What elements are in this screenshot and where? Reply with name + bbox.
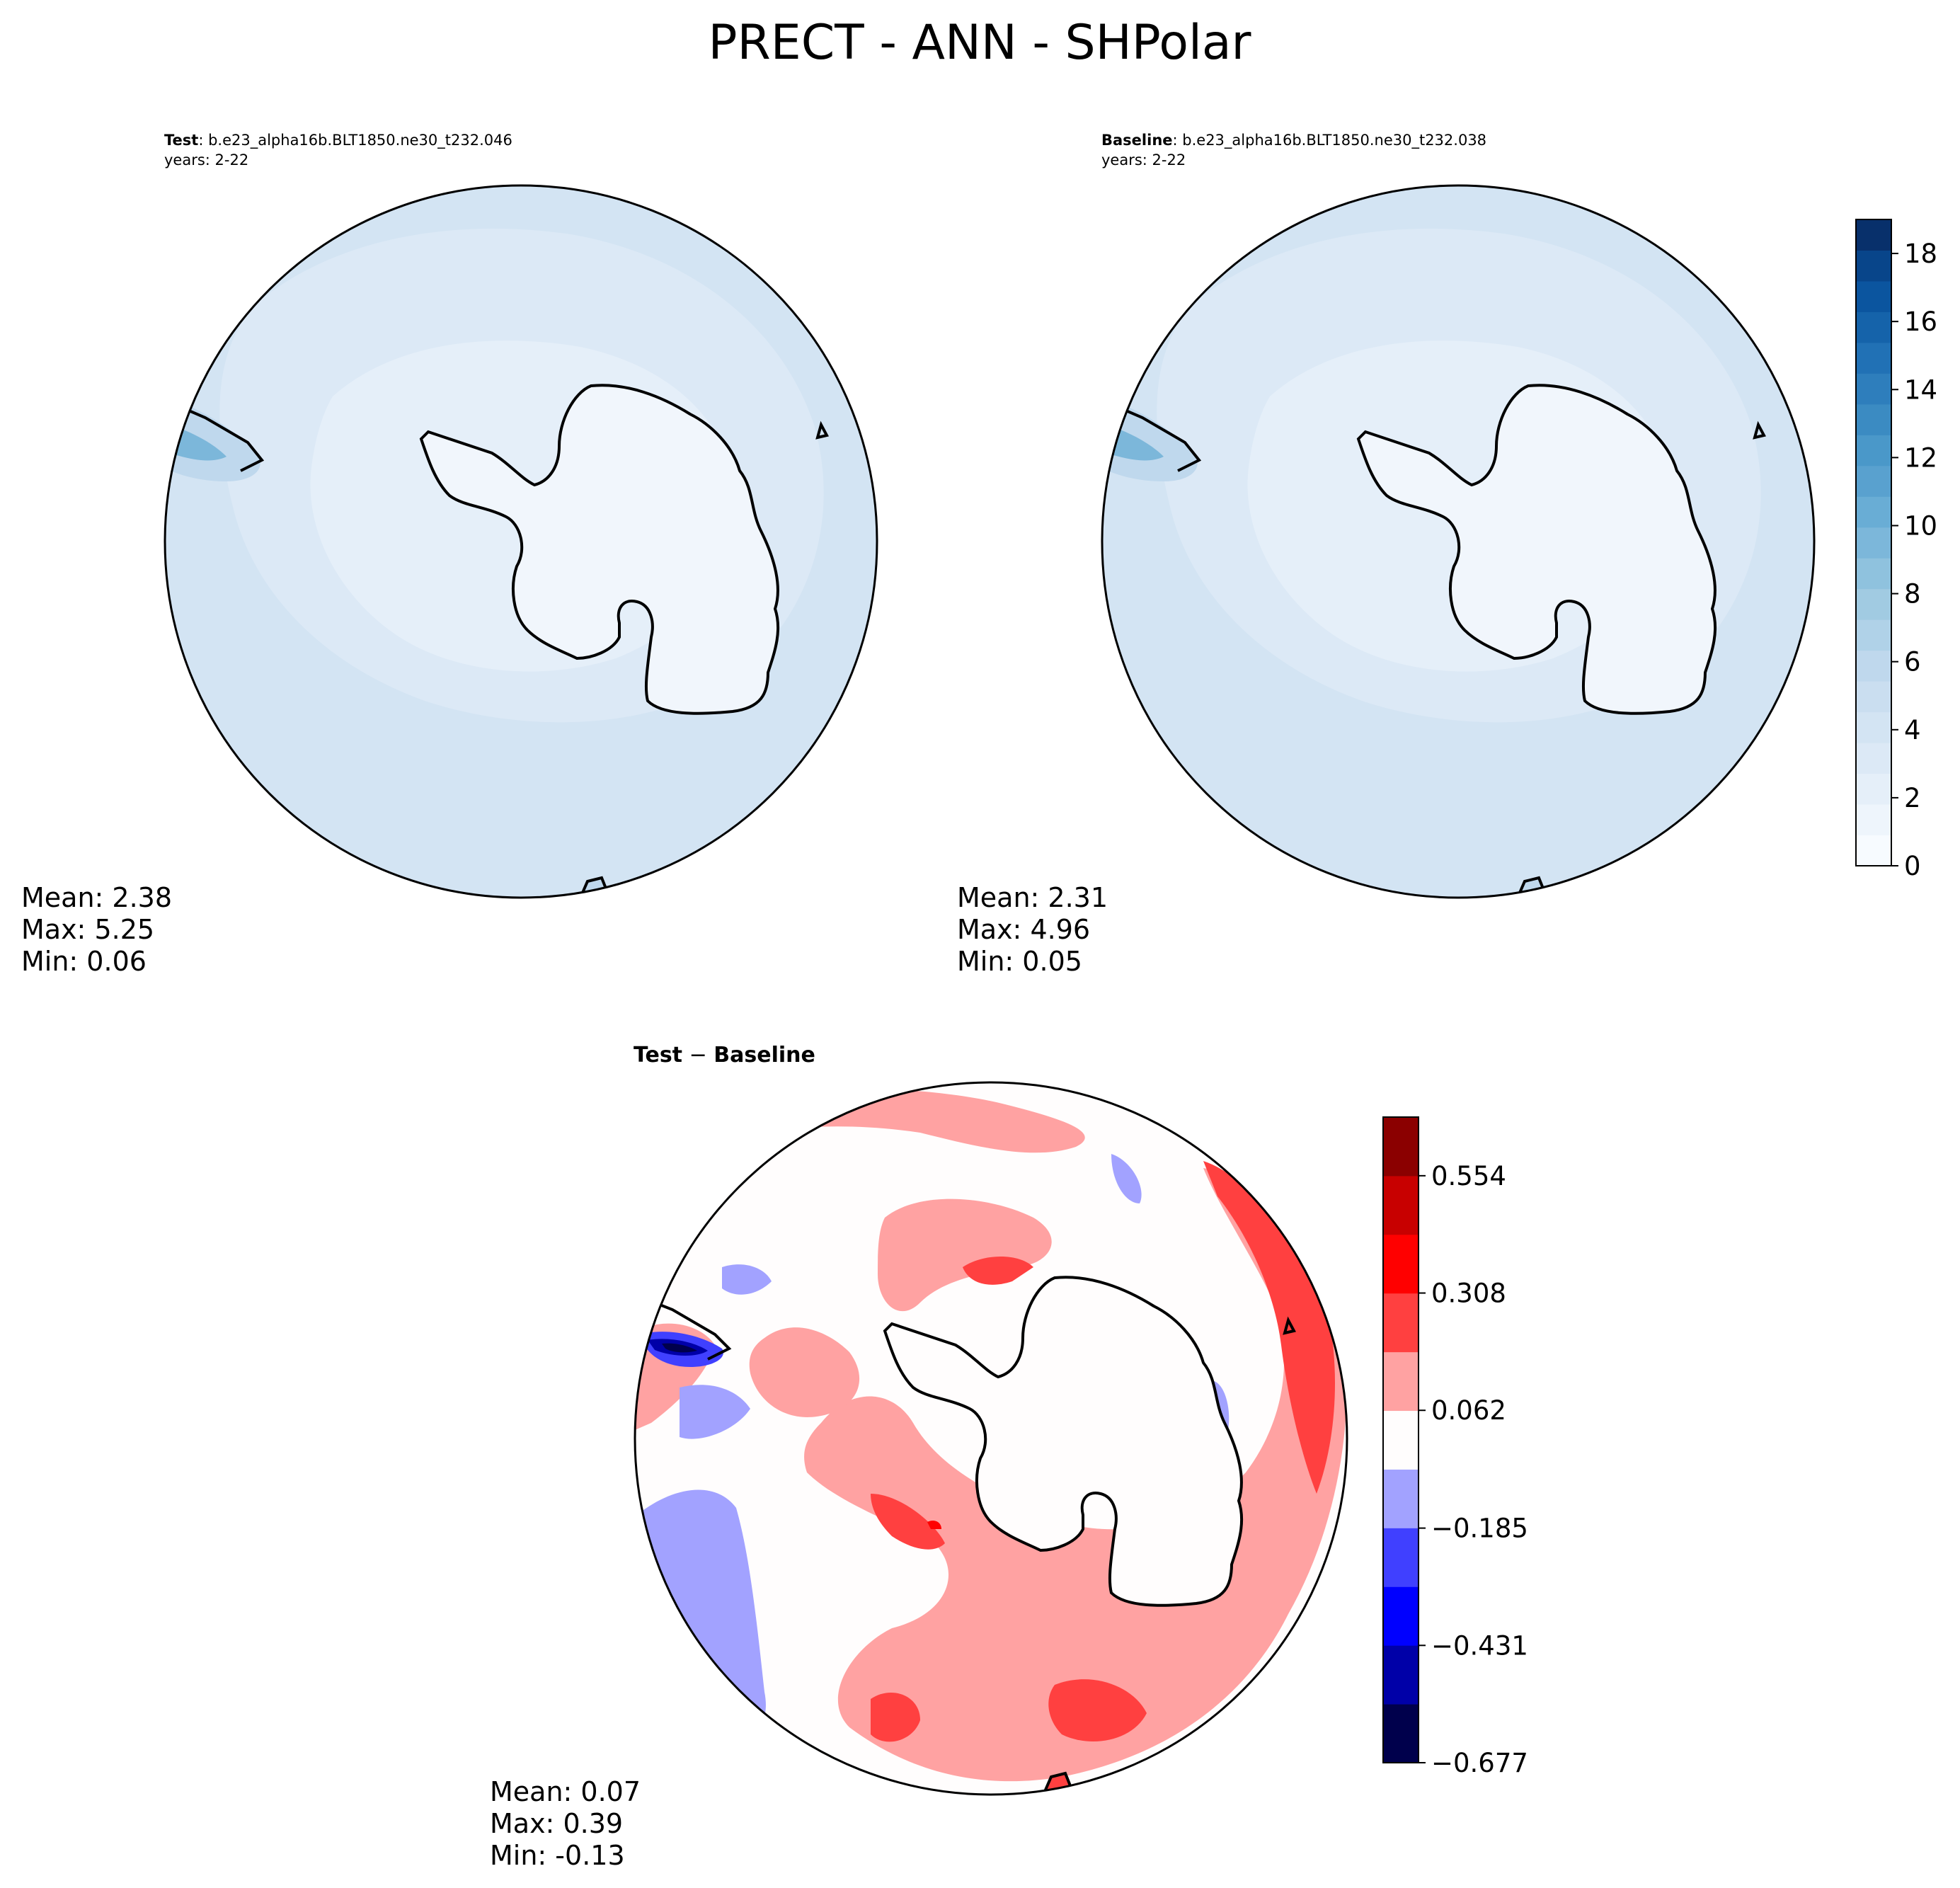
diff-panel-header: Test − Baseline [634,1043,815,1068]
diff-colorbar: 0.554 0.308 0.062 −0.185 −0.431 −0.677 [1382,1116,1528,1778]
precip-colorbar-tick-label: 18 [1904,239,1937,269]
diff-colorbar-swatch [1383,1175,1419,1235]
precip-colorbar-swatch [1856,373,1891,405]
diff-min: Min: -0.13 [490,1840,625,1871]
precip-colorbar-swatch [1856,496,1891,528]
diff-map [635,1082,1347,1795]
diff-max: Max: 0.39 [490,1808,623,1839]
test-panel: Test: b.e23_alpha16b.BLT1850.ne30_t232.0… [21,132,878,977]
diff-colorbar-swatch [1383,1704,1419,1763]
precip-colorbar-swatch [1856,280,1891,312]
precip-colorbar-swatch [1856,465,1891,497]
precip-colorbar-swatch [1856,527,1891,559]
precip-colorbar-swatch [1856,404,1891,435]
precip-colorbar-swatch [1856,835,1891,866]
diff-colorbar-swatch [1383,1351,1419,1412]
precip-colorbar-tick-label: 10 [1904,510,1937,541]
test-panel-header: Test: b.e23_alpha16b.BLT1850.ne30_t232.0… [164,132,512,149]
baseline-min: Min: 0.05 [957,946,1082,977]
baseline-map [1102,185,1814,898]
baseline-mean: Mean: 2.31 [957,882,1108,913]
precip-colorbar-tick-label: 14 [1904,374,1937,405]
diff-panel: Test − Baseline [490,1043,1348,1871]
precip-colorbar-swatch [1856,804,1891,836]
diff-colorbar-tick-label: −0.677 [1431,1748,1528,1778]
diff-colorbar-tick-label: 0.308 [1431,1278,1506,1309]
precip-colorbar-swatch [1856,650,1891,682]
diff-colorbar-tick-label: 0.554 [1431,1161,1506,1191]
precip-colorbar-swatch [1856,342,1891,374]
precip-colorbar-swatch [1856,773,1891,805]
precip-colorbar-tick-label: 0 [1904,851,1921,881]
diff-colorbar-tick-label: −0.185 [1431,1514,1528,1544]
figure-title: PRECT - ANN - SHPolar [708,15,1251,71]
precip-colorbar-swatch [1856,619,1891,651]
baseline-max: Max: 4.96 [957,914,1090,945]
diff-colorbar-swatch [1383,1234,1419,1294]
precip-colorbar-swatch [1856,250,1891,282]
test-mean: Mean: 2.38 [21,882,172,913]
diff-colorbar-tick-label: 0.062 [1431,1395,1506,1426]
precip-colorbar-tick-label: 6 [1904,647,1921,677]
precip-colorbar-tick-label: 2 [1904,783,1921,813]
diff-colorbar-swatch [1383,1293,1419,1353]
precip-colorbar-tick-label: 12 [1904,442,1937,473]
test-map [165,185,877,898]
baseline-panel: Baseline: b.e23_alpha16b.BLT1850.ne30_t2… [957,132,1816,977]
precip-colorbar-swatch [1856,311,1891,343]
diff-colorbar-swatch [1383,1410,1419,1470]
precip-colorbar-swatch [1856,681,1891,713]
diff-colorbar-tick-label: −0.431 [1431,1630,1528,1661]
precip-colorbar-swatch [1856,743,1891,774]
precip-colorbar-swatch [1856,588,1891,620]
precip-colorbar-tick-label: 4 [1904,715,1921,745]
baseline-panel-years: years: 2-22 [1101,151,1186,168]
test-panel-years: years: 2-22 [164,151,248,168]
test-max: Max: 5.25 [21,914,154,945]
precip-colorbar-swatch [1856,558,1891,590]
diff-colorbar-swatch [1383,1645,1419,1705]
test-min: Min: 0.06 [21,946,147,977]
precip-colorbar: 0 2 4 6 8 10 12 14 16 18 [1855,219,1937,881]
baseline-panel-header: Baseline: b.e23_alpha16b.BLT1850.ne30_t2… [1101,132,1486,149]
diff-colorbar-swatch [1383,1117,1419,1177]
diff-colorbar-swatch [1383,1469,1419,1528]
precip-colorbar-tick-label: 16 [1904,307,1937,337]
diff-colorbar-swatch [1383,1528,1419,1587]
precip-colorbar-swatch [1856,711,1891,743]
precip-colorbar-swatch [1856,219,1891,251]
diff-colorbar-border [1382,1116,1419,1763]
precip-colorbar-swatch [1856,435,1891,467]
diff-colorbar-swatch [1383,1586,1419,1646]
precip-colorbar-tick-label: 8 [1904,579,1921,610]
precip-colorbar-border [1855,219,1892,866]
diff-mean: Mean: 0.07 [490,1776,641,1807]
